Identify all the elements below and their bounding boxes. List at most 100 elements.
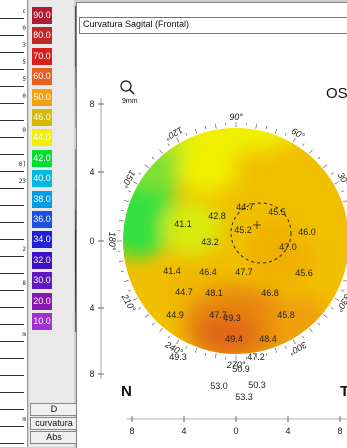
strip-divider [0, 426, 24, 427]
corneal-map-svg[interactable]: 90°60°30°0°330°300°270°240°210°180°150°1… [77, 3, 347, 448]
curvature-reading: 49.4 [225, 334, 243, 344]
strip-label: 2 [0, 246, 26, 253]
degree-tick [318, 323, 320, 325]
scale-swatch: 42.0 [32, 150, 52, 167]
curvature-reading: 44.7 [236, 202, 254, 212]
curvature-reading: 46.0 [298, 227, 316, 237]
magnifier-icon[interactable] [121, 81, 134, 94]
degree-tick [256, 124, 257, 129]
degree-tick [323, 314, 327, 317]
degree-tick [275, 348, 277, 353]
curvature-reading: 44.9 [166, 310, 184, 320]
strip-divider [0, 324, 24, 325]
angle-label: 180° [107, 232, 117, 251]
degree-tick [215, 124, 216, 129]
degree-tick [160, 150, 163, 154]
strip-divider [0, 120, 24, 121]
eye-label: OS [326, 85, 347, 102]
degree-tick [335, 298, 339, 301]
scale-swatch: 90.0 [32, 7, 52, 24]
y-tick-label: 8 [89, 369, 94, 379]
scale-swatch: 46.0 [32, 109, 52, 126]
curvature-reading: 45.8 [277, 310, 295, 320]
angle-label: 30° [336, 171, 347, 188]
angle-label: 210° [119, 292, 138, 314]
curvature-region [162, 200, 222, 256]
scale-swatch: 50.0 [32, 89, 52, 106]
strip-divider [0, 171, 24, 172]
degree-tick [335, 182, 339, 185]
degree-tick [205, 353, 206, 356]
strip-divider [0, 154, 24, 155]
strip-divider [0, 222, 24, 223]
strip-divider [0, 409, 24, 410]
scale-swatch: 30.0 [32, 272, 52, 289]
strip-divider [0, 35, 24, 36]
degree-tick [195, 129, 197, 134]
degree-tick [303, 336, 305, 338]
degree-tick [266, 353, 267, 356]
degree-tick [168, 144, 170, 146]
scale-swatch: 32.0 [32, 252, 52, 269]
degree-tick [128, 191, 131, 192]
angle-label: 300° [287, 339, 308, 357]
scale-swatch: 34.0 [32, 231, 52, 248]
x-tick-label: 8 [337, 426, 342, 436]
degree-tick [119, 261, 124, 262]
degree-tick [343, 280, 347, 282]
degree-tick [266, 126, 267, 129]
temporal-label: T [340, 383, 347, 400]
degree-tick [293, 340, 296, 344]
degree-tick [285, 133, 286, 136]
degree-tick [343, 200, 347, 202]
y-tick-label: 4 [89, 303, 94, 313]
scale-swatch: 40.0 [32, 170, 52, 187]
scale-mode-label: Abs [30, 431, 78, 444]
degree-tick [152, 157, 154, 159]
curvature-reading: 53.3 [235, 392, 253, 402]
angle-label: 120° [163, 125, 184, 143]
curvature-reading: 47.2 [247, 352, 265, 362]
strip-label: 8 [0, 280, 26, 287]
degree-tick [318, 157, 320, 159]
strip-divider [0, 52, 24, 53]
degree-tick [160, 328, 163, 332]
degree-tick [309, 150, 312, 154]
strip-divider [0, 341, 24, 342]
topography-map-panel: Curvatura Sagital (Frontal) 90°60°30°0°3… [76, 2, 347, 448]
x-tick-label: 8 [129, 426, 134, 436]
curvature-reading: 42.8 [208, 211, 226, 221]
degree-tick [139, 173, 141, 175]
scale-unit-label: D [30, 403, 78, 416]
degree-tick [124, 280, 129, 282]
degree-tick [205, 126, 206, 129]
degree-tick [121, 271, 124, 272]
strip-divider [0, 443, 24, 444]
degree-tick [119, 220, 124, 221]
curvature-reading: 46.8 [261, 288, 279, 298]
degree-tick [145, 314, 149, 317]
strip-divider [0, 392, 24, 393]
curvature-reading: 41.4 [163, 266, 181, 276]
curvature-reading: 46.4 [199, 267, 217, 277]
curvature-reading: 45.2 [234, 225, 252, 235]
curvature-reading: 43.2 [201, 237, 219, 247]
x-tick-label: 4 [285, 426, 290, 436]
scale-swatch: 20.0 [32, 293, 52, 310]
strip-divider [0, 273, 24, 274]
angle-label: 150° [119, 168, 137, 189]
nasal-label: N [121, 383, 132, 400]
curvature-reading: 50.3 [248, 380, 266, 390]
strip-label: 0 [0, 93, 26, 100]
degree-tick [195, 348, 197, 353]
strip-divider [0, 103, 24, 104]
y-tick-label: 0 [89, 236, 94, 246]
degree-tick [152, 323, 154, 325]
scale-swatch: 10.0 [32, 313, 52, 330]
degree-tick [303, 144, 305, 146]
strip-label: 5 [0, 59, 26, 66]
strip-label: 0] [0, 161, 26, 168]
strip-label: m [0, 416, 26, 423]
angle-label: 90° [229, 112, 243, 122]
